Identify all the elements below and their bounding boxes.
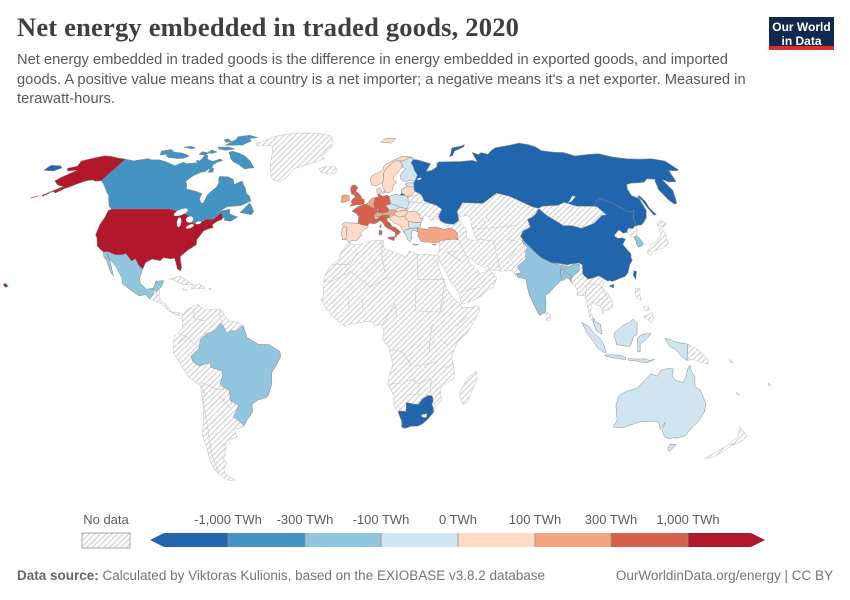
svg-text:300 TWh: 300 TWh bbox=[585, 512, 638, 527]
svg-text:0 TWh: 0 TWh bbox=[439, 512, 477, 527]
svg-text:100 TWh: 100 TWh bbox=[509, 512, 562, 527]
svg-text:-300 TWh: -300 TWh bbox=[277, 512, 334, 527]
svg-text:-100 TWh: -100 TWh bbox=[353, 512, 410, 527]
svg-text:1,000 TWh: 1,000 TWh bbox=[656, 512, 719, 527]
svg-text:-1,000 TWh: -1,000 TWh bbox=[194, 512, 262, 527]
svg-text:No data: No data bbox=[83, 512, 129, 527]
